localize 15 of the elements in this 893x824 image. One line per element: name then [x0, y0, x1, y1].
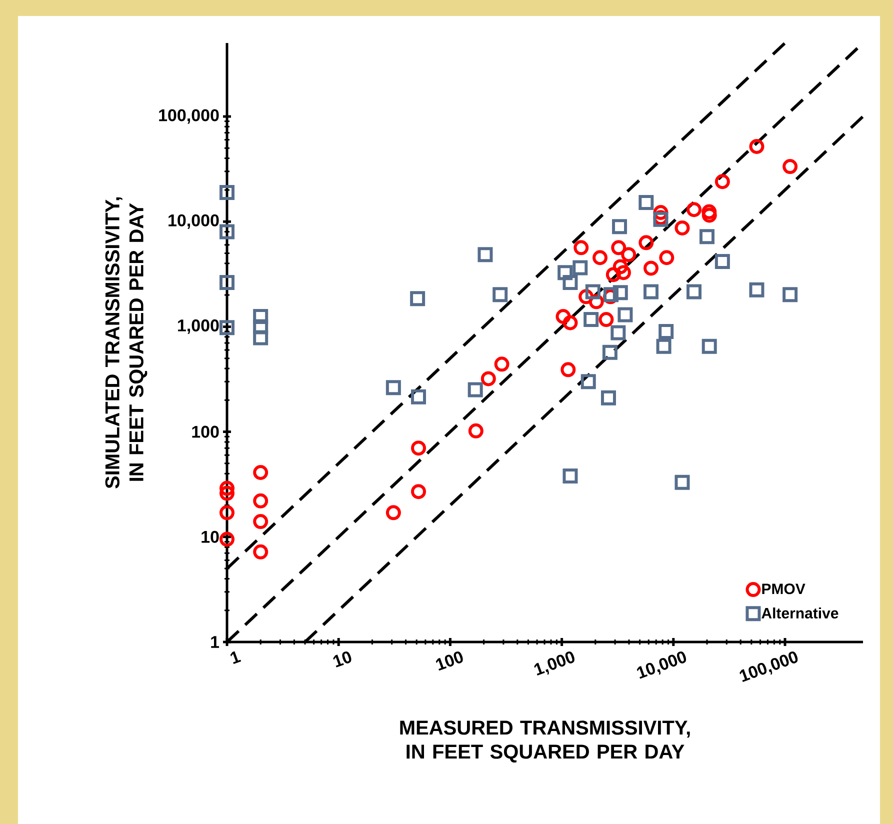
x-tick-label: 10,000: [636, 652, 686, 679]
x-tick-label: 1: [230, 651, 242, 664]
y-tick-label: 10,000: [168, 214, 219, 229]
y-tick-label: 100,000: [159, 109, 219, 124]
x-axis-title: MEASURED TRANSMISSIVITY, IN FEET SQUARED PER DAY: [400, 720, 690, 762]
y-axis-title: SIMULATED TRANSMISSIVITY, IN FEET SQUARED PER DAY: [105, 197, 148, 488]
y-tick-label: 100: [192, 426, 219, 438]
y-tick-label: 10: [202, 530, 219, 543]
y-tick-label: 1: [211, 636, 220, 648]
x-tick-label: 10: [333, 652, 352, 668]
legend-label: PMOV: [762, 584, 806, 594]
x-tick-label: 100: [436, 652, 463, 671]
y-tick-label: 1,000: [178, 319, 219, 334]
x-tick-label: 1,000: [534, 652, 574, 676]
legend-label: Alternative: [762, 607, 838, 618]
